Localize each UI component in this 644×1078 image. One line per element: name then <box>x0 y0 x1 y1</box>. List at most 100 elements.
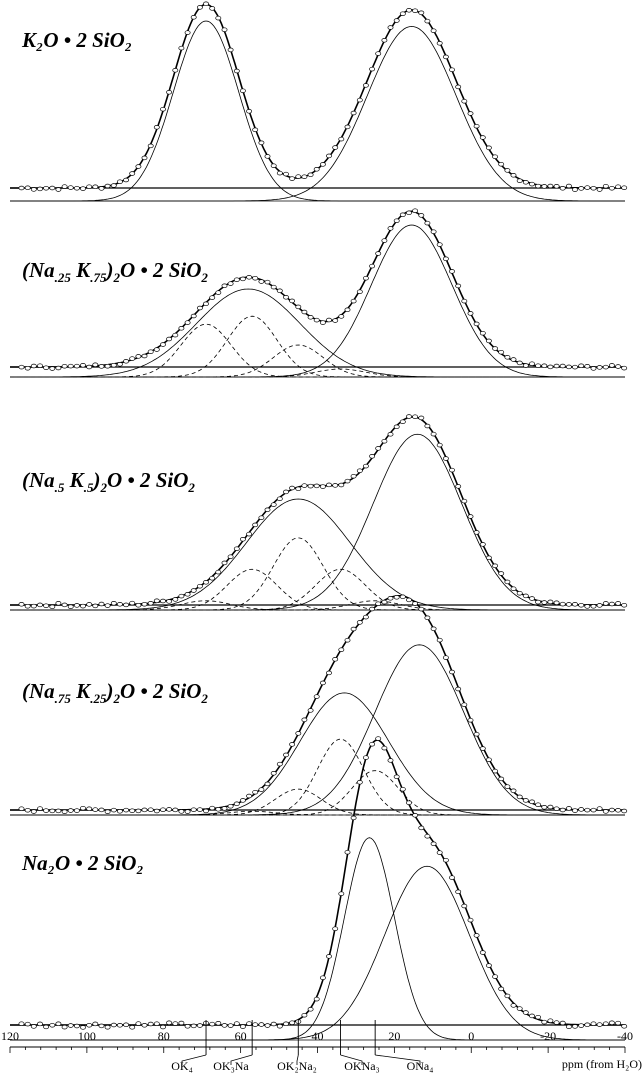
panel-5-data-point <box>86 1022 93 1028</box>
panel-1-data-point <box>67 185 74 190</box>
panel-1-data-point <box>406 8 412 13</box>
panel-1-component-1-solid <box>10 20 625 202</box>
panel-4-data-point <box>239 798 246 803</box>
panel-3-data-point <box>621 602 628 608</box>
panel-1-data-point <box>270 163 277 168</box>
panel-1-data-point <box>362 83 369 88</box>
panel-3-data-point <box>584 604 591 609</box>
panel-2-data-point <box>246 275 253 280</box>
panel-3-data-point <box>141 601 148 607</box>
panel-3-data-point <box>455 484 462 489</box>
panel-2-data-point <box>73 363 80 369</box>
panel-5-data-point <box>406 800 412 805</box>
site-marker-label: ONa₄ <box>407 1059 434 1073</box>
panel-2-data-point <box>295 304 302 310</box>
x-tick-label: -40 <box>617 1029 633 1043</box>
panel-3-data-point <box>473 530 480 535</box>
panel-2-data-point <box>30 363 37 369</box>
panel-1-data-point <box>24 185 31 191</box>
panel-5-component-2-solid <box>10 865 625 1041</box>
panel-5-data-point <box>485 963 492 968</box>
panel-1-data-point <box>116 179 123 184</box>
panel-4-data-point <box>473 731 480 737</box>
panel-2-data-point <box>215 290 222 295</box>
panel-2: (Na.25 K.75)2O • 2 SiO2 <box>10 208 628 378</box>
panel-3-data-point <box>190 588 197 593</box>
panel-1-data-point <box>596 187 603 192</box>
panel-3-data-point <box>319 484 326 489</box>
panel-4-data-point <box>559 807 566 813</box>
panel-5-data-point <box>276 1023 283 1029</box>
panel-2-data-point <box>178 326 185 331</box>
panel-2-data-point <box>264 279 271 285</box>
panel-3-data-point <box>215 569 222 575</box>
panel-4-data-point <box>461 702 468 707</box>
panel-3-data-point <box>442 456 449 461</box>
panel-3-data-point <box>326 482 332 488</box>
panel-3-data-point <box>110 601 117 606</box>
panel-5-data-point <box>73 1023 80 1029</box>
panel-1-data-point <box>436 41 443 46</box>
panel-5-data-point <box>473 933 480 938</box>
panel-3-data-point <box>67 604 74 609</box>
panel-3-data-point <box>92 603 99 609</box>
panel-3-data-point <box>529 596 535 601</box>
panel-4-data-point <box>49 808 56 814</box>
panel-1-data-point <box>369 66 376 72</box>
panel-4-data-point <box>264 781 271 787</box>
panel-3-data-point <box>608 601 615 607</box>
panel-1-data-point <box>547 183 554 189</box>
panel-1-data-point <box>375 51 382 56</box>
panel-1-data-point <box>553 184 560 189</box>
panel-5-data-point <box>541 1019 548 1025</box>
panel-1-data-point <box>492 154 499 159</box>
panel-2-data-point <box>578 363 585 369</box>
panel-5-data-point <box>393 774 400 780</box>
panel-3-data-point <box>516 590 523 596</box>
panel-4-data-point <box>104 809 111 814</box>
panel-2-data-point <box>621 365 628 371</box>
panel-4-data-point <box>455 686 462 692</box>
panel-2-data-point <box>529 361 535 366</box>
x-axis-label: ppm (from H₂O) <box>562 1057 642 1071</box>
panel-5-data-point <box>123 1022 130 1028</box>
panel-4-data-point <box>467 717 474 723</box>
panel-1-data-point <box>203 1 209 7</box>
panel-3-data-point <box>283 489 289 495</box>
panel-4-data-point <box>135 808 142 814</box>
panel-3-data-point <box>565 602 572 607</box>
panel-3-data-point <box>49 604 56 610</box>
panel-1-data-point <box>98 186 105 191</box>
panel-2-data-point <box>116 362 123 367</box>
panel-5-data-point <box>221 1023 228 1028</box>
panel-1-data-point <box>135 164 142 169</box>
panel-1-data-point <box>18 185 25 191</box>
panel-3-data-point <box>184 592 191 597</box>
panel-5-data-point <box>326 954 332 959</box>
site-marker-leader <box>181 1054 207 1065</box>
panel-4-data-point <box>160 807 166 812</box>
panel-3-data-point <box>233 546 240 551</box>
panel-2-data-point <box>608 363 615 368</box>
panel-5-data-point <box>92 1021 99 1027</box>
panel-4-data-point <box>498 776 505 782</box>
panel-3-data-point <box>356 468 363 473</box>
panel-1: K₂O • 2 SiO₂ <box>10 1 628 202</box>
panel-2-data-point <box>276 288 283 294</box>
panel-1-data-point <box>332 145 339 150</box>
panel-2-data-point <box>104 363 111 369</box>
x-tick-label: 0 <box>468 1029 474 1043</box>
panel-3-data-point <box>196 583 203 589</box>
panel-2-data-point <box>430 229 437 234</box>
panel-1-data-point <box>559 186 566 191</box>
panel-4-data-point <box>221 806 228 811</box>
panel-3-data-point <box>24 603 31 609</box>
panel-5-data-point <box>467 917 474 923</box>
panel-1-data-point <box>424 18 431 24</box>
panel-1-data-point <box>184 30 191 35</box>
panel-4-data-point <box>307 708 314 713</box>
panel-2-data-point <box>313 317 320 323</box>
panel-4-data-point <box>424 615 431 621</box>
panel-2-data-point <box>584 364 591 369</box>
panel-1-data-point <box>233 68 240 74</box>
